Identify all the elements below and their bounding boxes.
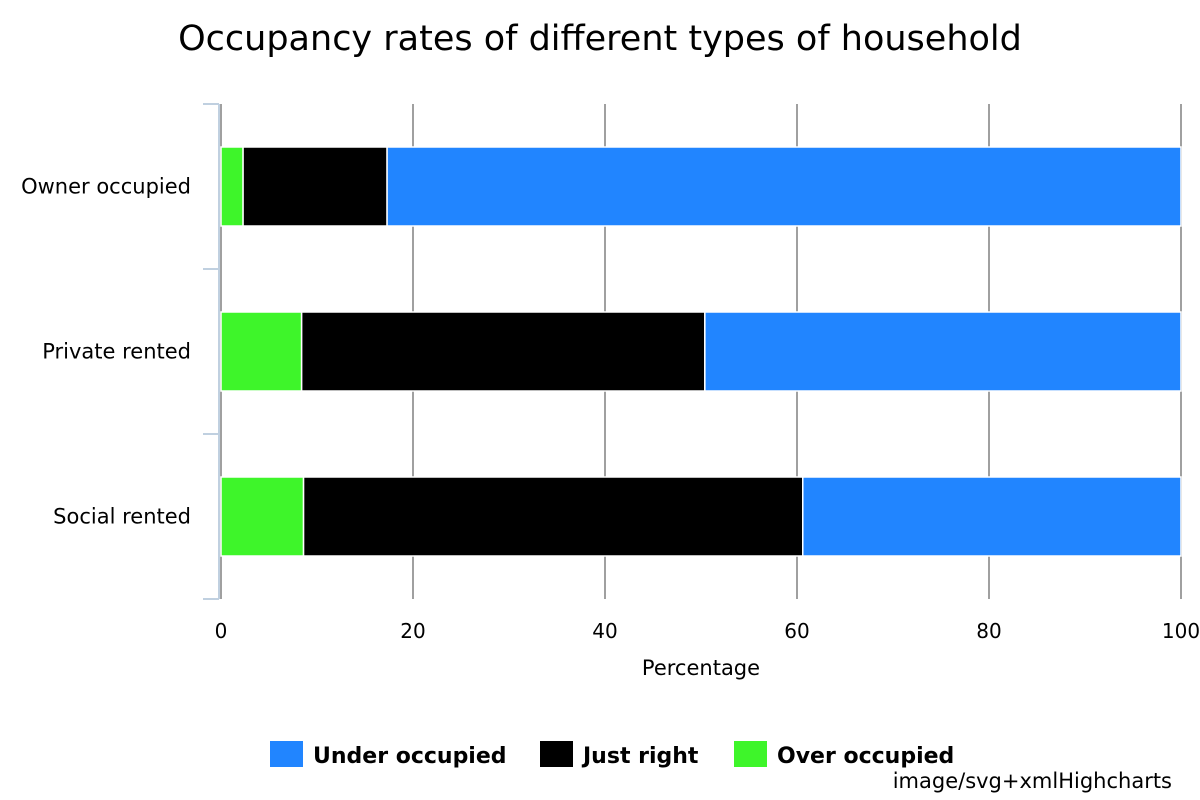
category-labels: Owner occupied Private rented Social rente… <box>21 175 191 529</box>
legend-swatch <box>734 741 767 767</box>
bar-just-right[interactable] <box>242 146 388 227</box>
credits-text[interactable]: image/svg+xmlHighcharts <box>893 769 1172 793</box>
bar-over-occupied[interactable] <box>220 311 303 392</box>
legend-label: Over occupied <box>777 744 954 769</box>
legend-swatch <box>270 741 303 767</box>
legend-label: Under occupied <box>313 744 507 769</box>
category-label: Social rented <box>53 505 191 529</box>
legend-item-over-occupied[interactable]: Over occupied <box>734 741 954 769</box>
x-tick-label: 0 <box>215 619 228 643</box>
x-tick-label: 80 <box>976 619 1001 643</box>
legend-label: Just right <box>581 744 699 769</box>
legend-item-just-right[interactable]: Just right <box>540 741 699 769</box>
legend-swatch <box>540 741 573 767</box>
bar-series <box>220 146 1182 557</box>
category-axis <box>203 103 220 600</box>
x-tick-label: 100 <box>1162 619 1200 643</box>
bar-over-occupied[interactable] <box>220 146 244 227</box>
x-tick-labels: 0 20 40 60 80 100 <box>215 619 1200 643</box>
x-tick-label: 20 <box>400 619 425 643</box>
bar-just-right[interactable] <box>302 476 804 557</box>
bar-under-occupied[interactable] <box>704 311 1182 392</box>
bar-just-right[interactable] <box>300 311 706 392</box>
category-label: Owner occupied <box>21 175 191 199</box>
x-axis-title: Percentage <box>642 656 760 680</box>
bar-over-occupied[interactable] <box>220 476 305 557</box>
category-label: Private rented <box>42 340 191 364</box>
legend: Under occupied Just right Over occupied <box>270 741 954 769</box>
legend-item-under-occupied[interactable]: Under occupied <box>270 741 507 769</box>
bar-under-occupied[interactable] <box>386 146 1182 227</box>
x-tick-label: 40 <box>592 619 617 643</box>
x-tick-label: 60 <box>784 619 809 643</box>
chart-title: Occupancy rates of different types of ho… <box>178 19 1022 59</box>
bar-under-occupied[interactable] <box>802 476 1182 557</box>
